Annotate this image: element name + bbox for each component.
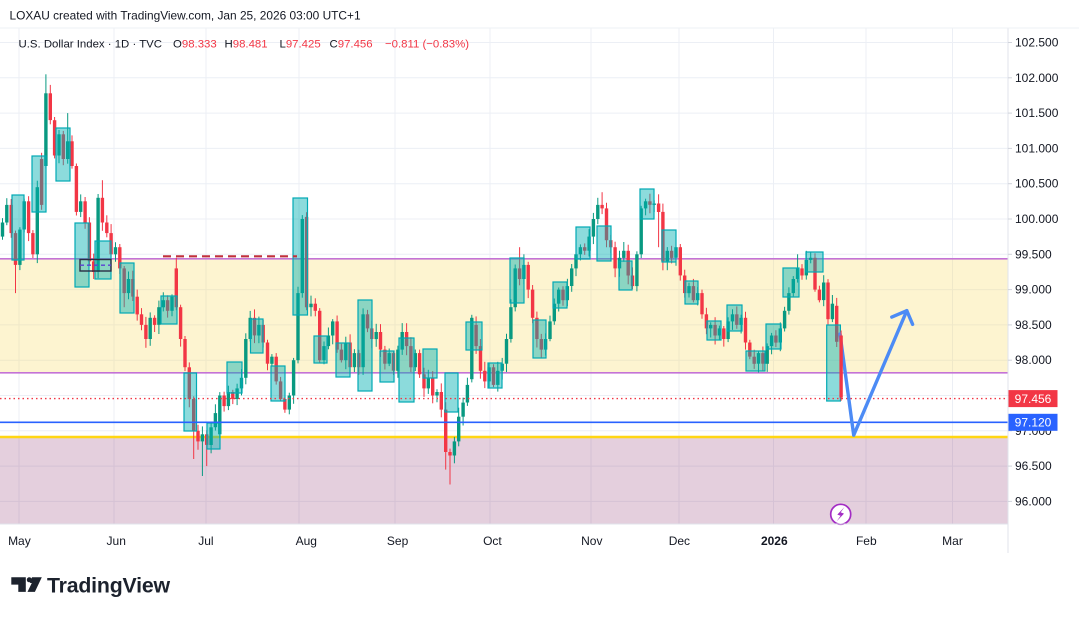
svg-text:Nov: Nov [581, 534, 602, 548]
svg-text:TradingView: TradingView [47, 574, 170, 598]
svg-text:Aug: Aug [296, 534, 317, 548]
svg-text:2026: 2026 [761, 534, 788, 548]
svg-text:O98.333: O98.333 [173, 38, 217, 50]
svg-text:Dec: Dec [669, 534, 690, 548]
svg-text:Jun: Jun [107, 534, 126, 548]
svg-text:Feb: Feb [856, 534, 877, 548]
svg-text:99.500: 99.500 [1015, 247, 1052, 261]
svg-text:102.000: 102.000 [1015, 71, 1059, 85]
svg-text:99.000: 99.000 [1015, 283, 1052, 297]
svg-text:100.500: 100.500 [1015, 177, 1059, 191]
svg-text:97.120: 97.120 [1015, 416, 1052, 430]
svg-text:98.500: 98.500 [1015, 318, 1052, 332]
svg-text:C97.456: C97.456 [330, 38, 373, 50]
svg-text:Oct: Oct [483, 534, 502, 548]
svg-text:−0.811 (−0.83%): −0.811 (−0.83%) [385, 38, 469, 50]
svg-text:96.000: 96.000 [1015, 494, 1052, 508]
svg-text:May: May [8, 534, 31, 548]
svg-text:102.500: 102.500 [1015, 36, 1059, 50]
svg-text:Sep: Sep [387, 534, 409, 548]
svg-text:96.500: 96.500 [1015, 459, 1052, 473]
svg-text:H98.481: H98.481 [225, 38, 268, 50]
svg-text:100.000: 100.000 [1015, 212, 1059, 226]
svg-text:101.000: 101.000 [1015, 141, 1059, 155]
svg-text:98.000: 98.000 [1015, 353, 1052, 367]
svg-text:Jul: Jul [198, 534, 213, 548]
svg-text:U.S. Dollar Index · 1D · TVC: U.S. Dollar Index · 1D · TVC [19, 38, 162, 50]
svg-text:L97.425: L97.425 [280, 38, 321, 50]
svg-text:97.456: 97.456 [1015, 392, 1052, 406]
svg-text:Mar: Mar [942, 534, 963, 548]
svg-text:LOXAU created with TradingView: LOXAU created with TradingView.com, Jan … [10, 9, 361, 23]
svg-text:101.500: 101.500 [1015, 106, 1059, 120]
